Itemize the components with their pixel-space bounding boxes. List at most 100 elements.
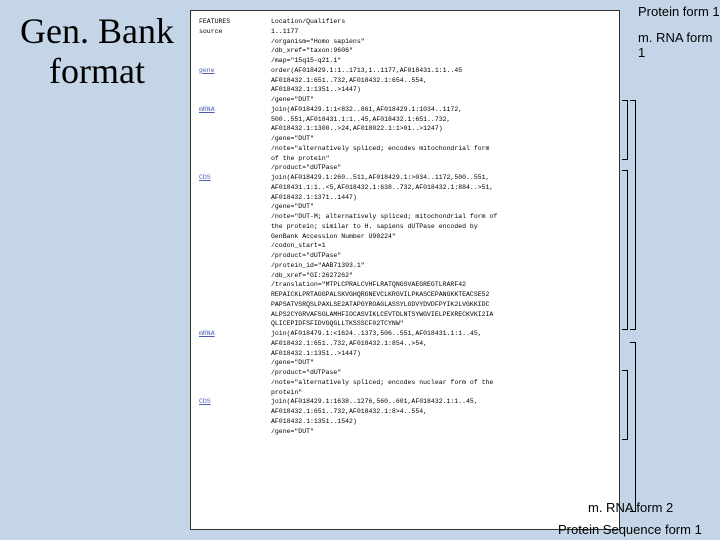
feature-row: /note="DUT-M; alternatively spliced; mit… [199,212,611,222]
feature-key [199,115,271,125]
feature-value: AF018432.1:1351..>1447) [271,349,611,359]
feature-value: 1..1177 [271,27,611,37]
feature-row: CDSjoin(AF018429.1:260..511,AF018429.1:>… [199,173,611,183]
features-header: FEATURES Location/Qualifiers [199,17,611,27]
feature-key [199,85,271,95]
feature-key [199,310,271,320]
feature-row: mRNAjoin(AF018429.1:1<832..861,AF018429.… [199,105,611,115]
feature-key [199,124,271,134]
feature-key [199,37,271,47]
page-title: Gen. Bank format [12,12,182,91]
feature-key [199,407,271,417]
feature-row: /note="alternatively spliced; encodes mi… [199,144,611,154]
feature-value: /gene="DUT" [271,358,611,368]
feature-row: the protein; similar to H. sapiens dUTPa… [199,222,611,232]
feature-key [199,261,271,271]
bracket-protein-seq-1 [630,342,636,512]
feature-value: /gene="DUT" [271,202,611,212]
feature-key [199,349,271,359]
bracket-protein-1 [630,100,636,330]
feature-key [199,76,271,86]
feature-value: /product="dUTPase" [271,163,611,173]
feature-rows: source1..1177/organism="Homo sapiens"/db… [199,27,611,437]
feature-row: /gene="DUT" [199,358,611,368]
feature-key [199,222,271,232]
feature-row: AF018432.1:1300..>24,AF018022.1:1>01..>1… [199,124,611,134]
feature-key [199,95,271,105]
feature-value: /translation="MTPLCPRALCVHFLRATQNGSVAEGR… [271,280,611,290]
feature-value: /note="alternatively spliced; encodes mi… [271,144,611,154]
feature-row: AF018432.1:651..732,AF018432.1:654..554, [199,76,611,86]
feature-row: /map="15q15-q21.1" [199,56,611,66]
feature-value: /map="15q15-q21.1" [271,56,611,66]
feature-key [199,368,271,378]
feature-key: mRNA [199,329,271,339]
feature-value: /gene="DUT" [271,134,611,144]
feature-row: /db_xref="GI:2627262" [199,271,611,281]
feature-value: AF018431.1:1..<5,AF018432.1:638..732,AF0… [271,183,611,193]
feature-key: CDS [199,173,271,183]
feature-value: AF018432.1:651..732,AF018432.1:854..>54, [271,339,611,349]
label-protein-seq-form-1: Protein Sequence form 1 [558,522,702,537]
feature-row: /codon_start=1 [199,241,611,251]
feature-value: order(AF018429.1:1..1713,1..1177,AF01843… [271,66,611,76]
bracket-cds-1 [622,170,628,330]
feature-key [199,251,271,261]
feature-row: of the protein" [199,154,611,164]
feature-value: QLICEPIDFSFIDVGQGLLTKSSSCF02TCYNW" [271,319,611,329]
feature-row: CDSjoin(AF018429.1:1638..1276,560..601,A… [199,397,611,407]
feature-row: geneorder(AF018429.1:1..1713,1..1177,AF0… [199,66,611,76]
feature-key [199,427,271,437]
feature-row: /db_xref="taxon:9606" [199,46,611,56]
feature-row: AF018432.1:1371..1447) [199,193,611,203]
feature-value: AF018432.1:1351..1542) [271,417,611,427]
feature-key [199,202,271,212]
feature-key: CDS [199,397,271,407]
feature-value: /gene="DUT" [271,95,611,105]
feature-row: /note="alternatively spliced; encodes nu… [199,378,611,388]
feature-key [199,56,271,66]
feature-row: PAPSATVSRQSLPAXLSE2ATAPGYROAGLASSYLGDVYD… [199,300,611,310]
feature-row: /product="dUTPase" [199,163,611,173]
feature-key [199,212,271,222]
feature-key [199,193,271,203]
bracket-mrna-1 [622,100,628,160]
feature-row: AF018432.1:651..732,AF018432.1:854..>54, [199,339,611,349]
feature-key: source [199,27,271,37]
feature-key [199,183,271,193]
feature-key [199,280,271,290]
feature-row: /protein_id="AAB71393.1" [199,261,611,271]
feature-row: /translation="MTPLCPRALCVHFLRATQNGSVAEGR… [199,280,611,290]
genbank-document: FEATURES Location/Qualifiers source1..11… [190,10,620,530]
feature-row: QLICEPIDFSFIDVGQGLLTKSSSCF02TCYNW" [199,319,611,329]
feature-value: /db_xref="taxon:9606" [271,46,611,56]
feature-value: join(AF018479.1:<1624..1373,506..551,AF0… [271,329,611,339]
feature-key: gene [199,66,271,76]
feature-key [199,319,271,329]
feature-key [199,46,271,56]
bracket-mrna-2 [622,370,628,440]
feature-value: AF018432.1:651..732,AF018432.1:8>4..554, [271,407,611,417]
feature-value: /codon_start=1 [271,241,611,251]
feature-row: AF018432.1:1351..1542) [199,417,611,427]
feature-value: /db_xref="GI:2627262" [271,271,611,281]
feature-row: ALPS2CYGRVAFSGLAMHFIOCASVIKLCEVTDLNTSYWG… [199,310,611,320]
feature-value: /organism="Homo sapiens" [271,37,611,47]
feature-value: GenBank Accession Number U90224" [271,232,611,242]
feature-row: /gene="DUT" [199,427,611,437]
feature-value: join(AF018429.1:1638..1276,560..601,AF01… [271,397,611,407]
feature-row: /organism="Homo sapiens" [199,37,611,47]
feature-value: the protein; similar to H. sapiens dUTPa… [271,222,611,232]
feature-value: 500..551,AF018431.1:1..45,AF018432.1:651… [271,115,611,125]
label-mrna-form-1: m. RNA form 1 [638,30,720,60]
label-protein-form-1: Protein form 1 [638,4,720,19]
feature-row: mRNAjoin(AF018479.1:<1624..1373,506..551… [199,329,611,339]
feature-key [199,241,271,251]
feature-row: AF018432.1:1351..>1447) [199,349,611,359]
feature-key [199,290,271,300]
feature-row: /gene="DUT" [199,202,611,212]
feature-key [199,232,271,242]
feature-key: mRNA [199,105,271,115]
feature-row: /product="dUTPase" [199,251,611,261]
feature-value: join(AF018429.1:260..511,AF018429.1:>034… [271,173,611,183]
